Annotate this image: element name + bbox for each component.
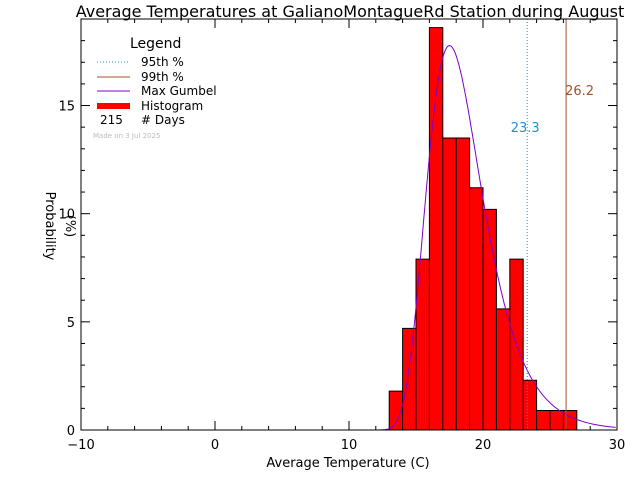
x-tick-label-1: 0 — [211, 438, 219, 453]
histogram-bar-13 — [563, 410, 577, 430]
percentile-95th-label: 23.3 — [511, 121, 540, 136]
gumbel-curve — [375, 45, 616, 431]
legend-days-label: # Days — [141, 113, 185, 127]
histogram-bar-2 — [416, 259, 430, 430]
x-tick-label-2: 10 — [341, 438, 358, 453]
percentile-99th-label: 26.2 — [565, 84, 594, 99]
legend-title: Legend — [130, 36, 181, 52]
histogram-bar-6 — [469, 187, 483, 430]
chart-title: Average Temperatures at GalianoMontagueR… — [76, 2, 625, 21]
histogram-bar-11 — [536, 410, 550, 430]
x-tick-label-3: 20 — [475, 438, 492, 453]
made-on-note: Made on 3 Jul 2025 — [93, 132, 160, 140]
x-axis: −10 0 10 20 30 — [67, 19, 625, 453]
legend: Legend 95th % 99th % Max Gumbel Histogra… — [93, 36, 217, 140]
histogram-bar-5 — [456, 137, 470, 430]
histogram-bar-4 — [442, 137, 457, 430]
plot-area: 23.3 26.2 — [375, 19, 616, 431]
legend-histogram-label: Histogram — [141, 99, 203, 113]
histogram-bar-8 — [496, 308, 510, 430]
legend-gumbel-label: Max Gumbel — [141, 84, 217, 98]
x-tick-label-4: 30 — [609, 438, 626, 453]
y-tick-label-1: 5 — [67, 316, 75, 331]
legend-95th-label: 95th % — [141, 55, 184, 69]
legend-days-count: 215 — [100, 113, 123, 127]
y-axis-label: Probability — [42, 192, 57, 261]
y-axis-unit: (%) — [62, 215, 77, 238]
legend-99th-label: 99th % — [141, 70, 184, 84]
histogram-bar-12 — [550, 410, 564, 430]
histogram-bar-1 — [402, 328, 416, 430]
histogram-bar-10 — [523, 380, 537, 430]
histogram-bar-0 — [389, 391, 403, 430]
y-tick-label-2: 10 — [58, 208, 75, 223]
x-tick-label-0: −10 — [67, 438, 94, 453]
y-tick-label-0: 0 — [67, 424, 75, 439]
histogram-bar-3 — [429, 27, 443, 431]
y-axis: 0 5 10 15 — [58, 40, 617, 439]
y-tick-label-3: 15 — [58, 100, 75, 115]
histogram-bar-7 — [483, 209, 497, 430]
x-axis-label: Average Temperature (C) — [266, 456, 429, 471]
